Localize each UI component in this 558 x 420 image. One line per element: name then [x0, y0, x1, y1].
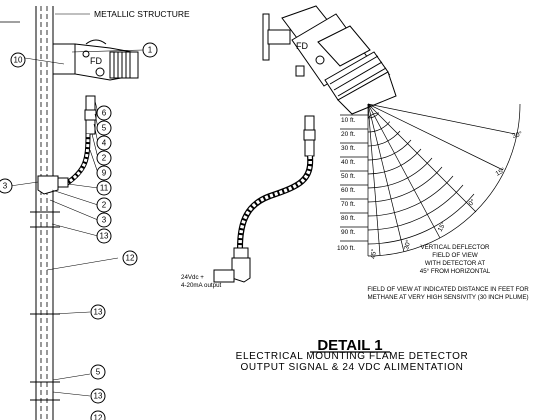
- callout-12-bottom: 12: [90, 410, 106, 420]
- center-detector: [262, 5, 397, 115]
- callout-5: 5: [96, 120, 112, 136]
- field-of-view-fan: [340, 103, 521, 257]
- fov-note-line1: FIELD OF VIEW AT INDICATED DISTANCE IN F…: [367, 286, 529, 293]
- center-cable: [213, 115, 316, 283]
- dist-10: 10 ft.: [341, 117, 356, 124]
- angle-30-top: 30°: [511, 130, 523, 140]
- svg-text:13: 13: [94, 392, 103, 401]
- power-line2: 4-20mA output: [181, 282, 222, 289]
- svg-text:5: 5: [96, 368, 101, 377]
- deflector-line1: VERTICAL DEFLECTOR: [421, 244, 491, 251]
- callout-3-left: 3: [0, 178, 13, 194]
- callout-leaders: [9, 49, 144, 397]
- left-cable: [37, 95, 97, 195]
- callout-5-low: 5: [90, 364, 106, 380]
- dist-70: 70 ft.: [341, 201, 356, 208]
- title-line1: ELECTRICAL MOUNTING FLAME DETECTOR: [236, 351, 469, 362]
- left-detector: [52, 39, 139, 81]
- callout-9: 9: [96, 165, 112, 181]
- callout-6: 6: [96, 105, 112, 121]
- dist-80: 80 ft.: [341, 215, 356, 222]
- deflector-line2: FIELD OF VIEW: [432, 252, 478, 259]
- clamps: [30, 211, 60, 401]
- dist-100: 100 ft.: [337, 245, 355, 252]
- svg-text:3: 3: [3, 182, 8, 191]
- callout-13-mid: 13: [90, 304, 106, 320]
- dist-20: 20 ft.: [341, 131, 356, 138]
- callout-13: 13: [96, 228, 112, 244]
- svg-text:13: 13: [94, 308, 103, 317]
- callout-2: 2: [96, 150, 112, 166]
- fd-label-left: FD: [90, 56, 102, 66]
- callout-13-low: 13: [90, 388, 106, 404]
- title-line2: OUTPUT SIGNAL & 24 VDC ALIMENTATION: [241, 362, 464, 373]
- deflector-note: VERTICAL DEFLECTOR FIELD OF VIEW WITH DE…: [420, 244, 491, 275]
- callout-3: 3: [96, 212, 112, 228]
- svg-text:11: 11: [100, 184, 109, 193]
- distance-labels: 10 ft. 20 ft. 30 ft. 40 ft. 50 ft. 60 ft…: [337, 117, 356, 252]
- angle-15-top: 15°: [494, 166, 507, 178]
- dist-60: 60 ft.: [341, 187, 356, 194]
- dist-40: 40 ft.: [341, 159, 356, 166]
- svg-text:10: 10: [14, 56, 23, 65]
- dist-90: 90 ft.: [341, 229, 356, 236]
- fov-note: FIELD OF VIEW AT INDICATED DISTANCE IN F…: [367, 286, 529, 301]
- angle-0: 0°: [467, 197, 477, 207]
- svg-text:5: 5: [102, 124, 107, 133]
- callout-2-lower: 2: [96, 197, 112, 213]
- angle-45: 45°: [369, 248, 378, 259]
- svg-text:3: 3: [102, 216, 107, 225]
- svg-text:4: 4: [102, 139, 107, 148]
- deflector-line4: 45° FROM HORIZONTAL: [420, 268, 491, 275]
- metallic-structure-label: METALLIC STRUCTURE: [94, 9, 190, 19]
- svg-text:13: 13: [100, 232, 109, 241]
- fov-note-line2: METHANE AT VERY HIGH SENSIVITY (30 INCH …: [367, 294, 528, 301]
- svg-text:12: 12: [94, 414, 103, 420]
- callout-10: 10: [10, 52, 26, 68]
- deflector-line3: WITH DETECTOR AT: [425, 260, 485, 267]
- title-block: DETAIL 1 ELECTRICAL MOUNTING FLAME DETEC…: [236, 337, 469, 373]
- callout-bubbles: 1 10 6 5 4 2 9 11 3 2 3 13 12 13 5 13 12: [0, 42, 158, 420]
- svg-text:6: 6: [102, 109, 107, 118]
- callout-1: 1: [142, 42, 158, 58]
- callout-12: 12: [122, 250, 138, 266]
- angle-30-bottom: 30°: [402, 239, 412, 251]
- metallic-structure: [35, 6, 54, 420]
- dist-30: 30 ft.: [341, 145, 356, 152]
- svg-text:2: 2: [102, 201, 107, 210]
- angle-15-bottom: 15°: [436, 220, 448, 233]
- detail-title: DETAIL 1: [317, 337, 382, 354]
- dist-50: 50 ft.: [341, 173, 356, 180]
- svg-text:12: 12: [126, 254, 135, 263]
- svg-text:9: 9: [102, 169, 107, 178]
- callout-4: 4: [96, 135, 112, 151]
- svg-text:2: 2: [102, 154, 107, 163]
- callout-11: 11: [96, 180, 112, 196]
- fd-label-right: FD: [296, 41, 308, 51]
- power-line1: 24Vdc +: [181, 274, 204, 281]
- svg-text:1: 1: [148, 46, 153, 55]
